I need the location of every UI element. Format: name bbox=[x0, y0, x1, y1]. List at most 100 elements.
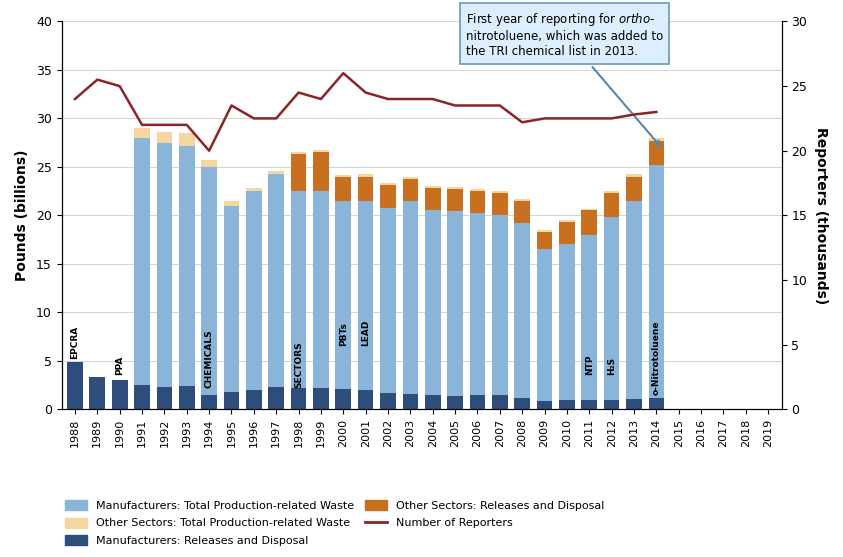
Bar bbox=[268, 174, 284, 387]
Bar bbox=[514, 201, 530, 223]
Bar bbox=[403, 177, 418, 178]
Bar bbox=[134, 138, 150, 385]
Bar bbox=[648, 165, 664, 398]
Bar bbox=[380, 393, 396, 409]
Bar bbox=[537, 250, 552, 402]
Bar bbox=[313, 152, 329, 191]
Bar bbox=[514, 199, 530, 201]
Bar bbox=[380, 208, 396, 393]
Bar bbox=[559, 220, 575, 222]
Bar bbox=[246, 188, 261, 191]
Bar bbox=[291, 388, 306, 409]
Text: PPA: PPA bbox=[115, 356, 124, 375]
Bar bbox=[626, 201, 642, 399]
Bar bbox=[425, 395, 441, 409]
Bar bbox=[492, 395, 507, 409]
Bar bbox=[157, 387, 172, 409]
Bar bbox=[537, 230, 552, 232]
Bar bbox=[268, 171, 284, 174]
Bar bbox=[470, 213, 486, 395]
Bar bbox=[514, 223, 530, 398]
Bar bbox=[179, 145, 195, 386]
Bar bbox=[403, 394, 418, 409]
Bar bbox=[336, 177, 352, 201]
Bar bbox=[582, 208, 597, 211]
Bar bbox=[246, 191, 261, 390]
Bar bbox=[403, 201, 418, 394]
Bar bbox=[201, 395, 217, 409]
Bar bbox=[313, 388, 329, 409]
Bar bbox=[134, 128, 150, 138]
Bar bbox=[201, 167, 217, 395]
Bar bbox=[470, 189, 486, 191]
Bar bbox=[313, 150, 329, 152]
Bar bbox=[112, 380, 127, 409]
Bar bbox=[604, 191, 620, 193]
Text: First year of reporting for $\it{ortho}$-
nitrotoluene, which was added to
the T: First year of reporting for $\it{ortho}$… bbox=[466, 11, 663, 145]
Bar bbox=[425, 211, 441, 395]
Bar bbox=[223, 206, 239, 392]
Bar bbox=[492, 191, 507, 193]
Bar bbox=[648, 138, 664, 141]
Bar bbox=[448, 187, 463, 189]
Bar bbox=[357, 174, 373, 177]
Bar bbox=[201, 160, 217, 167]
Bar bbox=[604, 217, 620, 399]
Bar bbox=[582, 211, 597, 234]
Text: H₂S: H₂S bbox=[607, 357, 616, 375]
Bar bbox=[380, 185, 396, 208]
Bar bbox=[357, 390, 373, 409]
Y-axis label: Reporters (thousands): Reporters (thousands) bbox=[814, 126, 828, 304]
Text: LEAD: LEAD bbox=[361, 320, 370, 346]
Bar bbox=[313, 191, 329, 388]
Bar bbox=[626, 174, 642, 177]
Bar bbox=[336, 201, 352, 389]
Legend: Manufacturers: Total Production-related Waste, Other Sectors: Total Production-r: Manufacturers: Total Production-related … bbox=[65, 500, 604, 546]
Bar bbox=[626, 399, 642, 409]
Bar bbox=[582, 234, 597, 399]
Bar bbox=[537, 232, 552, 250]
Text: PBTs: PBTs bbox=[339, 323, 348, 346]
Text: EPCRA: EPCRA bbox=[71, 325, 79, 359]
Bar bbox=[246, 390, 261, 409]
Bar bbox=[157, 143, 172, 387]
Bar bbox=[425, 188, 441, 211]
Bar bbox=[559, 222, 575, 245]
Bar bbox=[291, 154, 306, 191]
Bar bbox=[357, 201, 373, 390]
Bar bbox=[514, 398, 530, 409]
Bar bbox=[559, 399, 575, 409]
Bar bbox=[626, 177, 642, 201]
Bar bbox=[291, 191, 306, 388]
Bar bbox=[604, 193, 620, 217]
Bar bbox=[223, 201, 239, 206]
Bar bbox=[179, 386, 195, 409]
Bar bbox=[648, 398, 664, 409]
Bar bbox=[448, 189, 463, 212]
Bar bbox=[336, 389, 352, 409]
Bar bbox=[425, 186, 441, 188]
Text: o-Nitrotoluene: o-Nitrotoluene bbox=[652, 320, 661, 395]
Bar bbox=[223, 392, 239, 409]
Text: CHEMICALS: CHEMICALS bbox=[205, 329, 213, 388]
Bar bbox=[357, 177, 373, 201]
Bar bbox=[89, 377, 105, 409]
Bar bbox=[403, 178, 418, 201]
Bar bbox=[291, 152, 306, 154]
Y-axis label: Pounds (billions): Pounds (billions) bbox=[15, 150, 29, 281]
Bar bbox=[492, 193, 507, 216]
Bar bbox=[134, 385, 150, 409]
Bar bbox=[604, 399, 620, 409]
Text: NTP: NTP bbox=[585, 355, 593, 375]
Bar bbox=[582, 399, 597, 409]
Bar bbox=[470, 395, 486, 409]
Bar bbox=[380, 183, 396, 185]
Bar bbox=[559, 245, 575, 399]
Bar bbox=[492, 216, 507, 395]
Bar bbox=[648, 141, 664, 165]
Text: SECTORS: SECTORS bbox=[294, 341, 303, 388]
Bar bbox=[268, 387, 284, 409]
Bar bbox=[67, 361, 83, 409]
Bar bbox=[157, 132, 172, 143]
Bar bbox=[179, 133, 195, 145]
